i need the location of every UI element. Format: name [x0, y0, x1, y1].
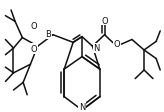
Text: O: O — [30, 22, 37, 31]
Text: N: N — [79, 102, 85, 111]
Text: N: N — [94, 44, 100, 53]
Text: B: B — [45, 30, 51, 39]
Text: O: O — [114, 40, 121, 49]
Text: O: O — [101, 16, 108, 25]
Text: O: O — [30, 45, 37, 53]
